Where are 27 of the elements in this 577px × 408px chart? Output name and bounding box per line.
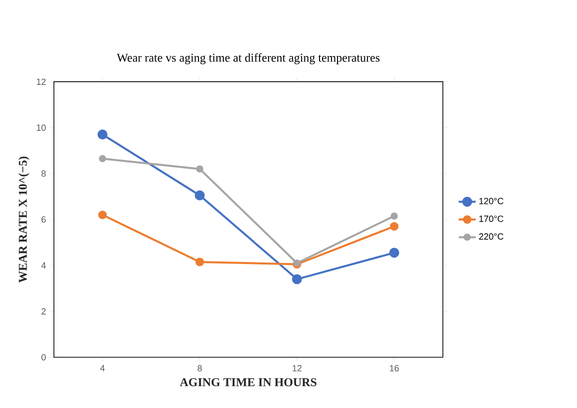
- x-tick-label: 8: [198, 364, 202, 372]
- x-tick-label: 4: [100, 364, 105, 372]
- point: [98, 210, 107, 220]
- x-tick-label: 12: [292, 364, 302, 372]
- y-tick-label: 8: [42, 170, 46, 177]
- point: [195, 258, 204, 266]
- point: [98, 129, 108, 140]
- chart-title: Wear rate vs aging time at different aging temperatures: [116, 53, 380, 64]
- point: [196, 165, 204, 172]
- y-tick-label: 2: [42, 308, 46, 314]
- point: [292, 274, 302, 284]
- point: [389, 248, 400, 258]
- y-tick-label: 4: [41, 262, 46, 268]
- point: [98, 154, 106, 162]
- x-axis-title: AGING TIME IN HOURS: [180, 378, 316, 386]
- y-tick-label: 12: [36, 78, 46, 85]
- legend-label: 120°C: [479, 198, 504, 204]
- y-axis-title: WEAR RATE X 10^(−5): [18, 156, 30, 283]
- y-tick-label: 10: [36, 124, 46, 131]
- point: [194, 190, 205, 200]
- legend-label: 220°C: [479, 233, 504, 240]
- y-tick-label: 0: [41, 354, 46, 360]
- point: [390, 212, 398, 220]
- point: [390, 222, 399, 231]
- y-tick-label: 6: [42, 216, 46, 223]
- legend-label: 170°C: [479, 215, 504, 222]
- x-tick-label: 16: [390, 364, 399, 372]
